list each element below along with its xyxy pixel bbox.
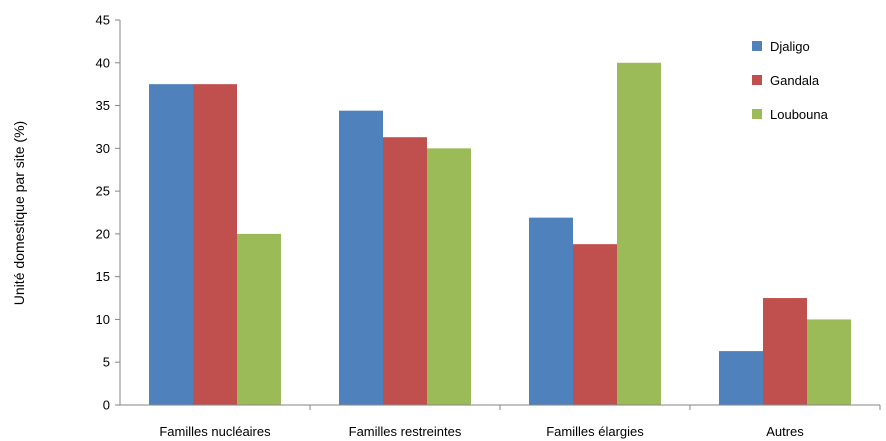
- bar-gandala-4: [763, 298, 807, 405]
- legend-swatch-loubouna: [752, 109, 762, 119]
- bar-gandala-1: [193, 84, 237, 406]
- legend: Djaligo Gandala Loubouna: [752, 39, 829, 122]
- legend-label-loubouna: Loubouna: [770, 107, 829, 122]
- bar-gandala-3: [573, 244, 617, 405]
- bar-loubouna-4: [807, 319, 851, 405]
- bar-djaligo-1: [149, 84, 193, 406]
- bar-djaligo-2: [339, 110, 383, 405]
- y-tick-label: 35: [96, 98, 110, 113]
- y-tick-label: 25: [96, 184, 110, 199]
- x-category-label: Familles nucléaires: [159, 424, 271, 439]
- bar-loubouna-3: [617, 62, 661, 406]
- legend-swatch-djaligo: [752, 41, 762, 51]
- y-tick-label: 40: [96, 55, 110, 70]
- x-category-label: Autres: [766, 424, 804, 439]
- bar-loubouna-1: [237, 233, 281, 405]
- y-tick-label: 5: [103, 355, 110, 370]
- y-tick-label: 10: [96, 312, 110, 327]
- y-tick-label: 0: [103, 398, 110, 413]
- x-category-label: Familles élargies: [546, 424, 644, 439]
- legend-label-gandala: Gandala: [770, 73, 820, 88]
- bar-gandala-2: [383, 137, 427, 405]
- y-tick-label: 45: [96, 13, 110, 28]
- y-tick-label: 20: [96, 226, 110, 241]
- bar-djaligo-3: [529, 217, 573, 405]
- bar-loubouna-2: [427, 148, 471, 406]
- plot-area: 0 5 10 15 20 25 30 35 40 45 Familles nucléaires Fam…: [96, 13, 881, 439]
- y-tick-label: 30: [96, 141, 110, 156]
- legend-swatch-gandala: [752, 75, 762, 85]
- bar-djaligo-4: [719, 351, 763, 405]
- legend-label-djaligo: Djaligo: [770, 39, 810, 54]
- y-tick-label: 15: [96, 269, 110, 284]
- y-axis-title: Unité domestique par site (%): [11, 121, 27, 305]
- x-category-label: Familles restreintes: [349, 424, 462, 439]
